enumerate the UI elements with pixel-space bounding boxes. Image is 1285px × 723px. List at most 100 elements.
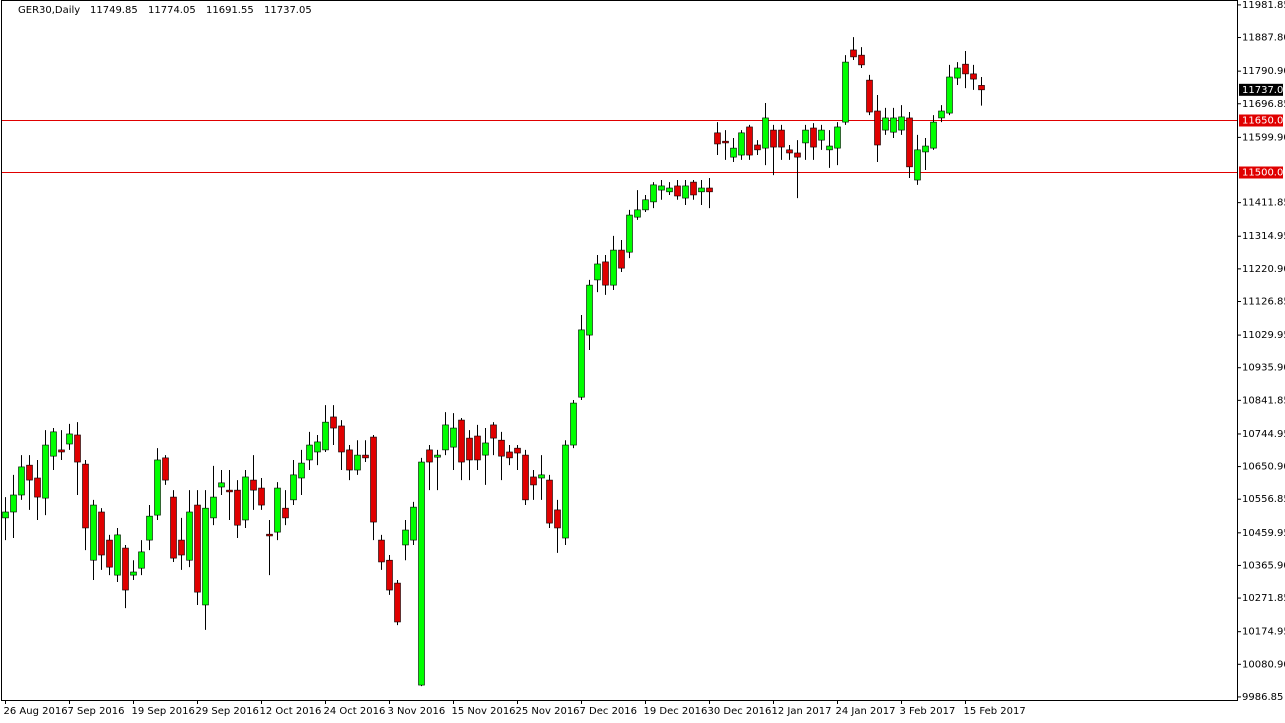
candle-body <box>754 144 761 151</box>
y-tick-label: 11314.95 <box>1242 231 1285 242</box>
y-tick-label: 10935.90 <box>1242 363 1285 374</box>
y-tick-label: 9986.85 <box>1242 692 1283 703</box>
candle-body <box>874 110 881 146</box>
candle-body <box>938 110 945 119</box>
candle-body <box>850 49 857 58</box>
candle-body <box>946 76 953 114</box>
candle-body <box>306 444 313 461</box>
candle-body <box>402 529 409 546</box>
candle-body <box>130 571 137 576</box>
candle-body <box>514 447 521 454</box>
candle-body <box>578 329 585 398</box>
candle-body <box>610 249 617 286</box>
candle-body <box>466 437 473 461</box>
candle-body <box>122 547 129 591</box>
candle-body <box>378 539 385 563</box>
candle-body <box>658 185 665 191</box>
candle-body <box>250 479 257 491</box>
candle-body <box>554 509 561 529</box>
candle-body <box>738 132 745 156</box>
level-tag <box>1239 166 1283 179</box>
x-tick-label: 30 Dec 2016 <box>708 706 772 717</box>
candle-body <box>762 117 769 149</box>
candle-body <box>706 187 713 193</box>
candle-body <box>242 476 249 521</box>
candle-body <box>418 461 425 686</box>
plot-frame <box>1 0 1238 701</box>
candle-body <box>906 117 913 168</box>
y-tick-label: 11599.90 <box>1242 132 1285 143</box>
candle-body <box>538 474 545 479</box>
x-tick-label: 12 Oct 2016 <box>260 706 322 717</box>
candle-body <box>442 424 449 451</box>
candle-body <box>698 187 705 193</box>
candle-body <box>898 116 905 131</box>
candle-body <box>10 494 17 513</box>
y-tick-label: 11696.85 <box>1242 99 1285 110</box>
candle-body <box>434 454 441 458</box>
candle-body <box>386 559 393 591</box>
candle-body <box>322 421 329 451</box>
candle-body <box>370 436 377 523</box>
candle-body <box>818 129 825 141</box>
candle-body <box>858 54 865 66</box>
candle-body <box>530 476 537 486</box>
x-tick-label: 3 Feb 2017 <box>900 706 956 717</box>
y-tick-label: 10174.95 <box>1242 627 1285 638</box>
candle-body <box>546 479 553 524</box>
candle-body <box>58 449 65 453</box>
candle-body <box>274 487 281 533</box>
candle-body <box>202 507 209 606</box>
y-tick-label: 10650.90 <box>1242 462 1285 473</box>
candle-body <box>394 582 401 623</box>
candle-body <box>786 149 793 154</box>
y-tick-label: 10365.90 <box>1242 560 1285 571</box>
candle-body <box>890 117 897 133</box>
candle-body <box>970 73 977 80</box>
candle-body <box>26 464 33 481</box>
symbol-title: GER30,Daily <box>18 5 80 16</box>
y-tick-label: 11220.90 <box>1242 264 1285 275</box>
candle-body <box>682 185 689 199</box>
x-tick-label: 15 Feb 2017 <box>964 706 1026 717</box>
y-tick-label: 11790.90 <box>1242 66 1285 77</box>
y-tick-label: 10080.90 <box>1242 659 1285 670</box>
candle-body <box>42 444 49 499</box>
candle-body <box>138 551 145 569</box>
header-close: 11737.05 <box>264 5 312 16</box>
candle-body <box>954 67 961 79</box>
candle-body <box>882 117 889 131</box>
candle-body <box>474 435 481 461</box>
candle-body <box>194 504 201 593</box>
candle-body <box>234 489 241 526</box>
candle-body <box>74 434 81 463</box>
candle-body <box>210 496 217 519</box>
x-tick-label: 3 Nov 2016 <box>388 706 446 717</box>
price-tag <box>1239 83 1283 96</box>
candle-body <box>410 506 417 541</box>
candle-body <box>866 79 873 113</box>
candle-body <box>146 515 153 541</box>
candle-body <box>18 466 25 496</box>
x-tick-label: 19 Sep 2016 <box>132 706 195 717</box>
y-tick-label: 11887.80 <box>1242 33 1285 44</box>
candle-body <box>522 454 529 501</box>
x-tick-label: 24 Oct 2016 <box>324 706 386 717</box>
header: GER30,Daily 11749.85 11774.05 11691.55 1… <box>18 5 312 16</box>
candle-body <box>618 249 625 269</box>
x-tick-label: 7 Dec 2016 <box>580 706 638 717</box>
candle-body <box>802 129 809 144</box>
y-tick-label: 11411.85 <box>1242 198 1285 209</box>
y-tick-label: 11126.85 <box>1242 296 1285 307</box>
candle-body <box>154 459 161 516</box>
candle-body <box>962 63 969 75</box>
candle-body <box>490 424 497 439</box>
x-tick-label: 26 Aug 2016 <box>4 706 68 717</box>
candle-body <box>842 61 849 123</box>
candle-body <box>290 474 297 501</box>
candle-body <box>162 457 169 481</box>
candle-body <box>834 126 841 149</box>
candle-body <box>458 419 465 463</box>
